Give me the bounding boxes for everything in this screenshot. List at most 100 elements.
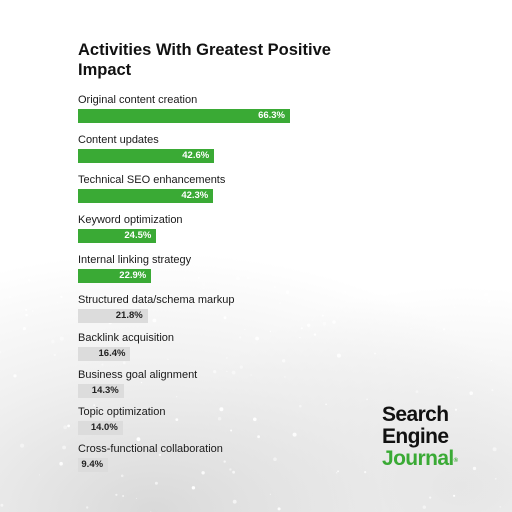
speckle-dot bbox=[335, 246, 339, 250]
speckle-dot bbox=[175, 418, 179, 421]
speckle-dot bbox=[20, 443, 25, 448]
speckle-dot bbox=[59, 461, 63, 466]
speckle-dot bbox=[191, 486, 196, 490]
speckle-dot bbox=[316, 230, 318, 232]
speckle-dot bbox=[335, 222, 338, 226]
speckle-dot bbox=[176, 396, 178, 398]
speckle-dot bbox=[183, 277, 186, 280]
speckle-dot bbox=[232, 499, 237, 504]
bar bbox=[78, 269, 152, 283]
speckle-dot bbox=[484, 292, 488, 297]
speckle-dot bbox=[336, 353, 341, 358]
speckle-dot bbox=[101, 363, 104, 366]
speckle-dot bbox=[370, 299, 372, 301]
bar-label: Content updates bbox=[78, 134, 159, 146]
speckle-dot bbox=[273, 286, 276, 289]
speckle-dot bbox=[343, 290, 347, 295]
speckle-dot bbox=[85, 211, 87, 213]
speckle-dot bbox=[398, 415, 401, 418]
speckle-dot bbox=[168, 208, 170, 210]
speckle-dot bbox=[197, 276, 200, 279]
speckle-dot bbox=[360, 203, 362, 206]
bar bbox=[78, 458, 109, 472]
speckle-dot bbox=[321, 314, 324, 317]
speckle-dot bbox=[337, 470, 339, 473]
logo-line-3: Journal bbox=[382, 447, 454, 470]
speckle-dot bbox=[136, 497, 138, 499]
speckle-dot bbox=[0, 350, 2, 354]
speckle-dot bbox=[255, 336, 259, 341]
speckle-dot bbox=[217, 417, 222, 421]
speckle-dot bbox=[269, 493, 271, 495]
speckle-dot bbox=[122, 495, 124, 497]
speckle-dot bbox=[41, 244, 43, 246]
speckle-dot bbox=[94, 294, 96, 296]
speckle-dot bbox=[193, 226, 196, 230]
speckle-dot bbox=[226, 357, 228, 359]
bar bbox=[78, 229, 157, 243]
speckle-dot bbox=[325, 403, 327, 406]
speckle-dot bbox=[31, 310, 34, 312]
speckle-dot bbox=[490, 359, 492, 362]
speckle-dot bbox=[335, 471, 338, 474]
speckle-dot bbox=[172, 231, 176, 235]
speckle-dot bbox=[279, 302, 281, 304]
speckle-dot bbox=[487, 300, 491, 303]
speckle-dot bbox=[203, 288, 205, 290]
speckle-dot bbox=[67, 424, 70, 428]
speckle-dot bbox=[179, 308, 181, 310]
bar-label: Backlink acquisition bbox=[78, 332, 174, 344]
speckle-dot bbox=[223, 460, 226, 463]
bar-label: Original content creation bbox=[78, 94, 198, 106]
bar-label: Keyword optimization bbox=[78, 214, 183, 226]
speckle-dot bbox=[285, 290, 290, 295]
speckle-dot bbox=[154, 481, 158, 485]
speckle-dot bbox=[59, 336, 64, 341]
speckle-dot bbox=[223, 221, 228, 226]
speckle-dot bbox=[201, 471, 205, 475]
bar-value-label: 14.0% bbox=[90, 422, 118, 433]
speckle-dot bbox=[62, 445, 66, 450]
bar-label: Business goal alignment bbox=[78, 369, 198, 381]
speckle-dot bbox=[88, 213, 93, 218]
speckle-dot bbox=[318, 225, 321, 228]
bar-value-label: 22.9% bbox=[119, 270, 147, 281]
speckle-dot bbox=[252, 215, 254, 218]
speckle-dot bbox=[239, 336, 242, 339]
speckle-dot bbox=[433, 432, 436, 436]
speckle-dot bbox=[469, 391, 474, 396]
speckle-dot bbox=[120, 474, 124, 478]
bar-label: Topic optimization bbox=[78, 406, 166, 418]
speckle-dot bbox=[300, 327, 303, 330]
speckle-dot bbox=[410, 328, 412, 330]
bar-value-label: 24.5% bbox=[124, 230, 152, 241]
registered-mark: ® bbox=[453, 458, 458, 464]
speckle-dot bbox=[167, 358, 169, 360]
speckle-dot bbox=[282, 359, 286, 363]
speckle-dot bbox=[75, 251, 77, 254]
speckle-dot bbox=[374, 352, 376, 355]
speckle-dot bbox=[231, 370, 236, 375]
speckle-dot bbox=[226, 370, 228, 372]
speckle-dot bbox=[299, 337, 301, 339]
speckle-dot bbox=[247, 277, 250, 280]
speckle-dot bbox=[313, 333, 317, 336]
speckle-dot bbox=[230, 429, 233, 432]
speckle-dot bbox=[235, 247, 239, 251]
speckle-dot bbox=[415, 390, 419, 394]
speckle-dot bbox=[404, 241, 406, 244]
speckle-dot bbox=[57, 301, 59, 304]
speckle-dot bbox=[38, 474, 41, 476]
bar-value-label: 14.3% bbox=[91, 385, 119, 396]
speckle-dot bbox=[400, 285, 404, 289]
speckle-dot bbox=[282, 206, 285, 209]
speckle-dot bbox=[426, 431, 430, 435]
speckle-dot bbox=[269, 330, 272, 333]
speckle-dot bbox=[47, 264, 52, 269]
speckle-dot bbox=[253, 417, 257, 422]
speckle-dot bbox=[443, 328, 446, 331]
bar-value-label: 21.8% bbox=[115, 310, 143, 321]
speckle-dot bbox=[453, 306, 456, 309]
speckle-dot bbox=[500, 200, 502, 203]
